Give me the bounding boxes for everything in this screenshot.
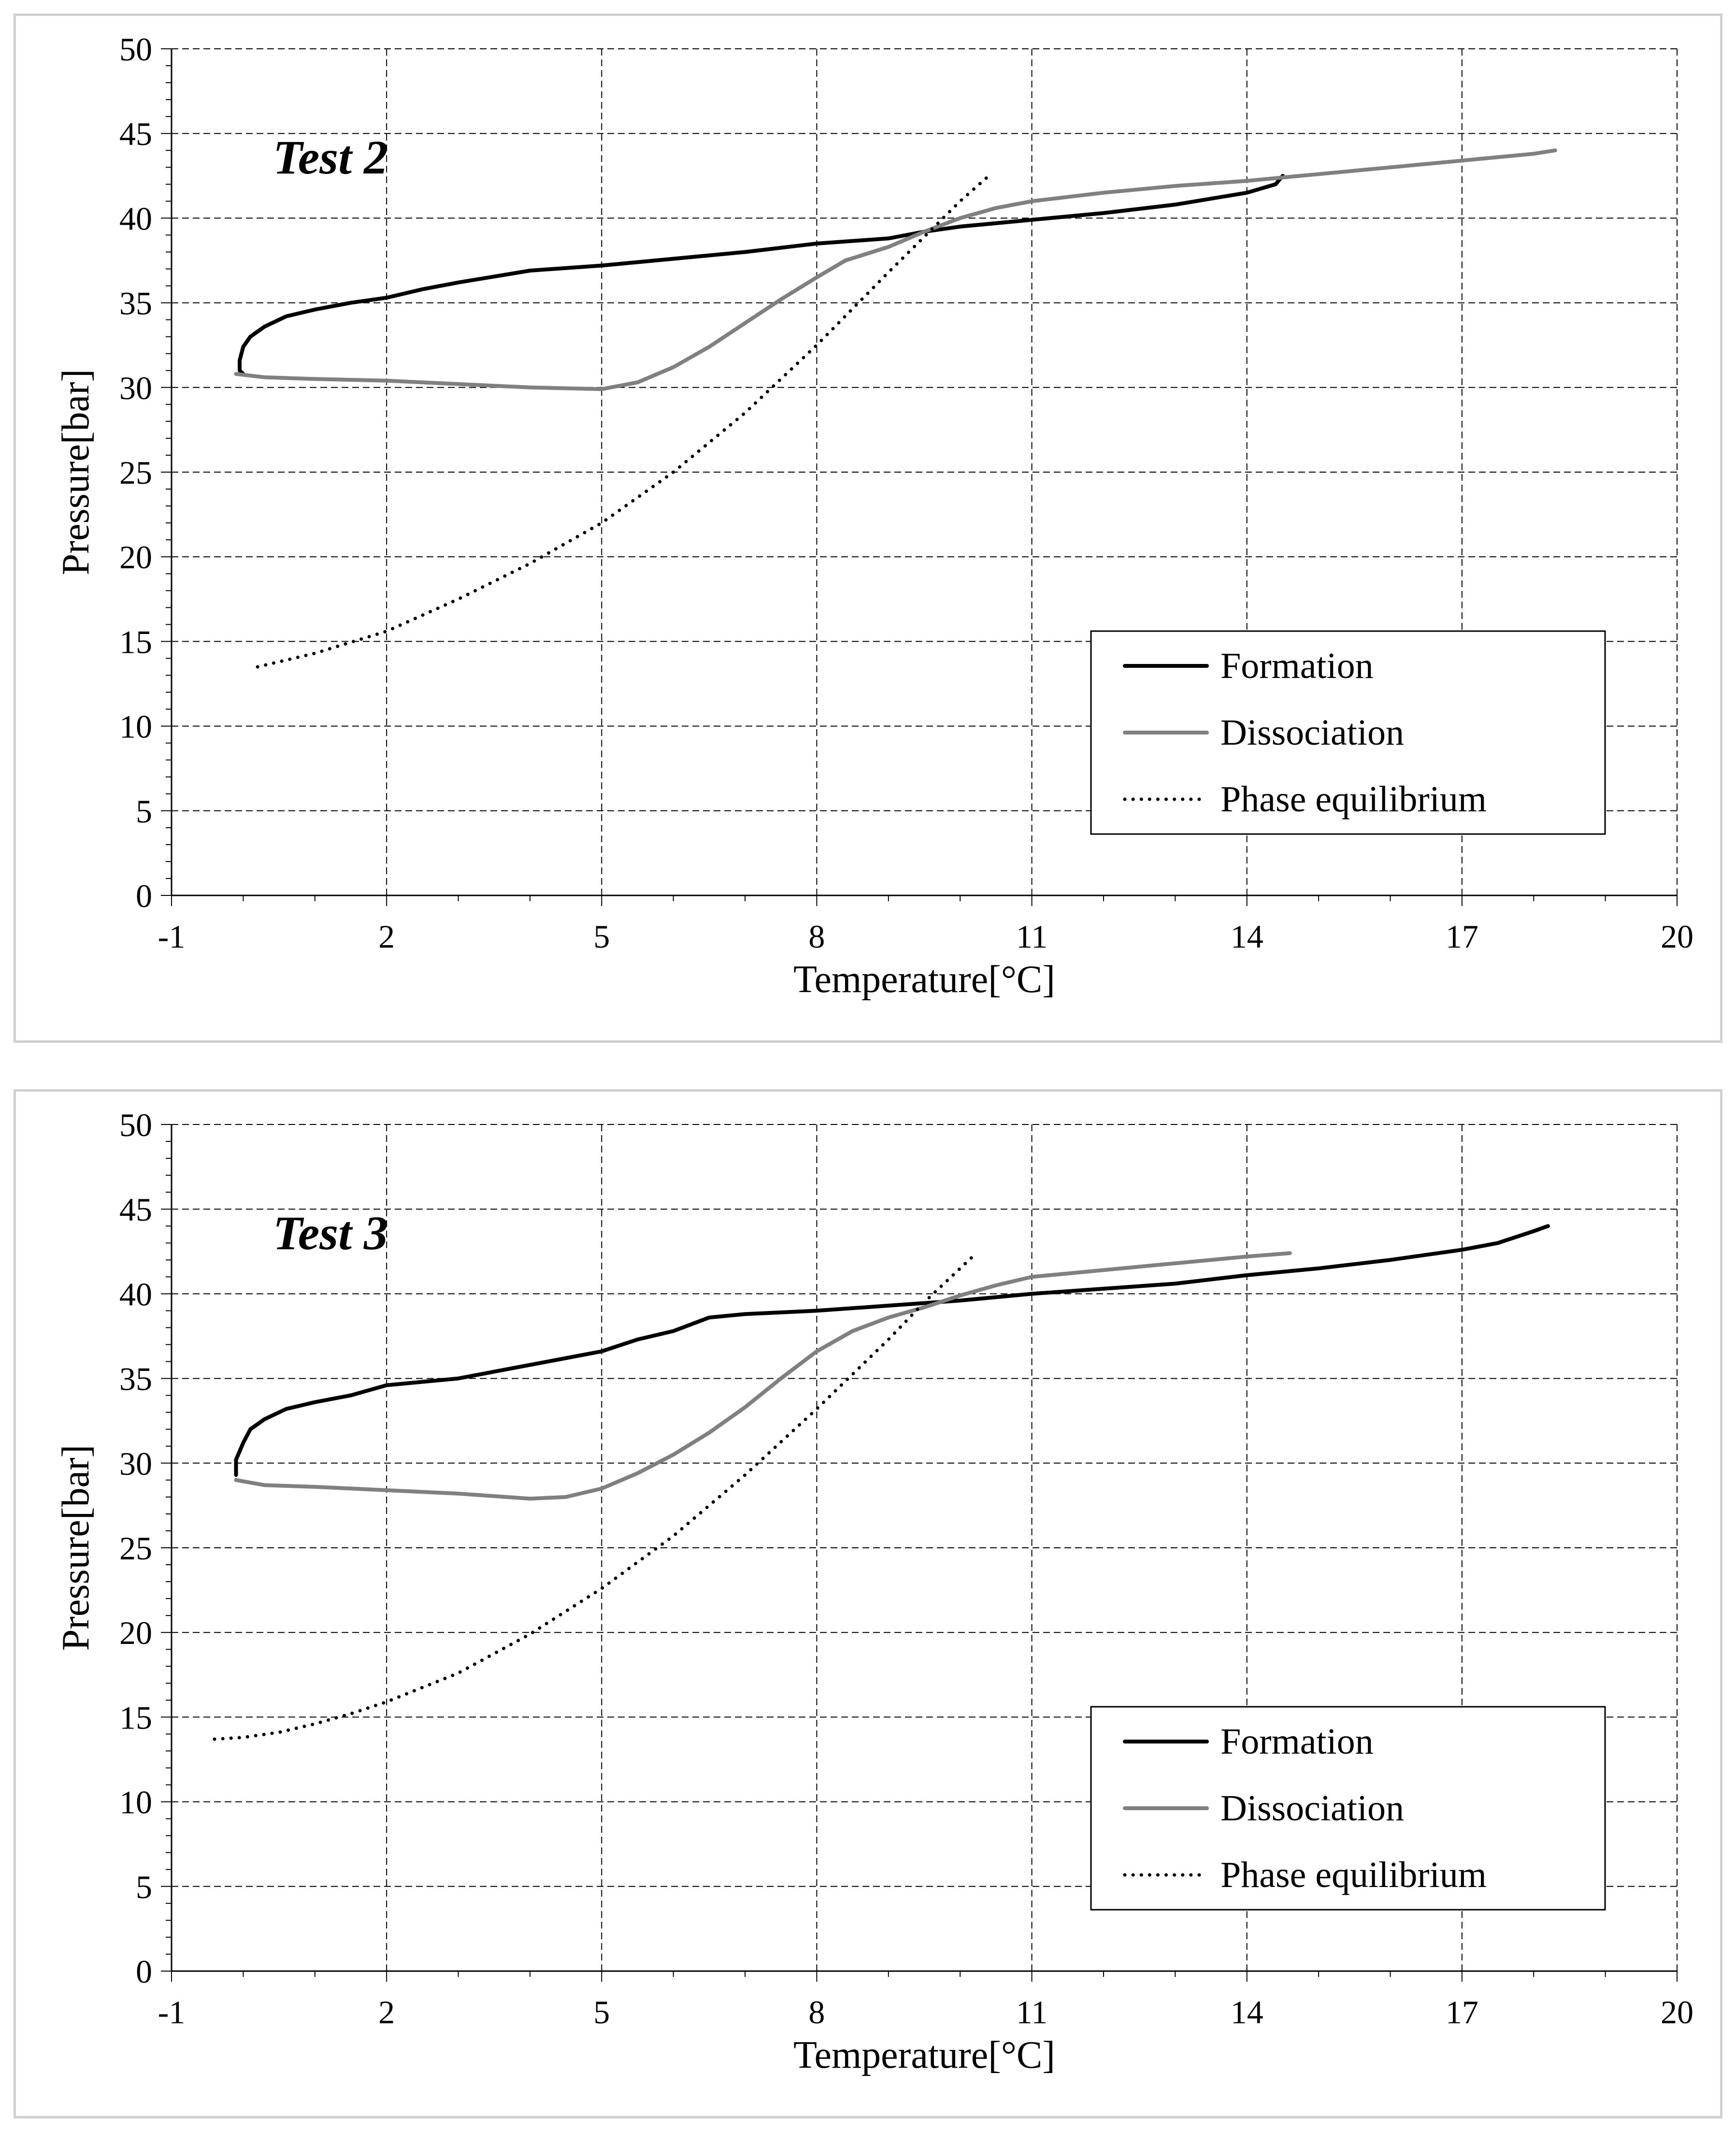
y-tick-label: 30: [119, 1445, 152, 1482]
legend-label: Phase equilibrium: [1220, 1855, 1487, 1895]
x-tick-label: 2: [378, 918, 395, 955]
y-tick-label: 45: [119, 1191, 152, 1228]
y-tick-label: 10: [119, 1784, 152, 1821]
series-line-phase-equilibrium: [213, 1253, 976, 1741]
y-tick-label: 20: [119, 539, 152, 576]
y-tick-label: 50: [119, 31, 152, 68]
chart-panel-test-2: 0 5 10 15 20 25 30 35 40 45 50 -1 2 5 8 11 14 17 20 Tempera…: [14, 14, 1722, 1043]
y-axis-title: Pressure[bar]: [55, 1445, 97, 1651]
legend-label: Dissociation: [1220, 1788, 1404, 1829]
series-line-formation: [234, 1224, 1550, 1477]
x-tick-label: 14: [1231, 918, 1263, 955]
series-line-formation: [238, 173, 1285, 376]
x-tick-label: 8: [808, 918, 825, 955]
legend-label: Dissociation: [1220, 712, 1404, 753]
y-tick-label: 50: [119, 1107, 152, 1143]
chart-title: Test 2: [273, 130, 388, 184]
y-tick-label: 5: [136, 1869, 152, 1905]
x-tick-label: 11: [1016, 1994, 1047, 2031]
y-tick-label: 25: [119, 454, 152, 491]
y-tick-label: 35: [119, 1361, 152, 1397]
y-tick-label: 40: [119, 200, 152, 237]
x-tick-label: 5: [593, 918, 610, 955]
x-tick-label: -1: [158, 1994, 186, 2031]
x-axis-title: Temperature[°C]: [793, 958, 1055, 1001]
y-tick-label: 10: [119, 708, 152, 745]
y-tick-label: 25: [119, 1530, 152, 1567]
legend-label: Formation: [1220, 646, 1374, 686]
y-tick-label: 40: [119, 1276, 152, 1312]
x-tick-label: 17: [1446, 918, 1478, 955]
x-tick-label: 20: [1661, 1994, 1693, 2031]
y-tick-label: 20: [119, 1614, 152, 1651]
y-tick-label: 15: [119, 623, 152, 660]
series-line-dissociation: [234, 1251, 1292, 1501]
y-tick-label: 15: [119, 1699, 152, 1736]
y-tick-label: 30: [119, 370, 152, 406]
x-tick-label: 8: [808, 1994, 825, 2031]
x-tick-label: -1: [158, 918, 186, 955]
x-tick-label: 20: [1661, 918, 1693, 955]
chart-title: Test 3: [273, 1206, 388, 1260]
y-tick-label: 35: [119, 285, 152, 322]
x-tick-label: 17: [1446, 1994, 1478, 2031]
y-axis-title: Pressure[bar]: [55, 369, 97, 575]
x-tick-label: 14: [1231, 1994, 1263, 2031]
x-tick-label: 5: [593, 1994, 610, 2031]
x-axis-title: Temperature[°C]: [793, 2034, 1055, 2076]
legend-label: Formation: [1220, 1721, 1374, 1762]
y-tick-label: 45: [119, 115, 152, 152]
legend-label: Phase equilibrium: [1220, 779, 1487, 820]
series-line-dissociation: [234, 148, 1557, 391]
chart-panel-test-3: 0 5 10 15 20 25 30 35 40 45 50 -1 2 5 8 11 14 17 20 Tempera…: [14, 1089, 1722, 2118]
y-tick-label: 0: [136, 1953, 152, 1990]
x-tick-label: 11: [1016, 918, 1047, 955]
x-tick-label: 2: [378, 1994, 395, 2031]
y-tick-label: 0: [136, 878, 152, 914]
y-tick-label: 5: [136, 793, 152, 830]
